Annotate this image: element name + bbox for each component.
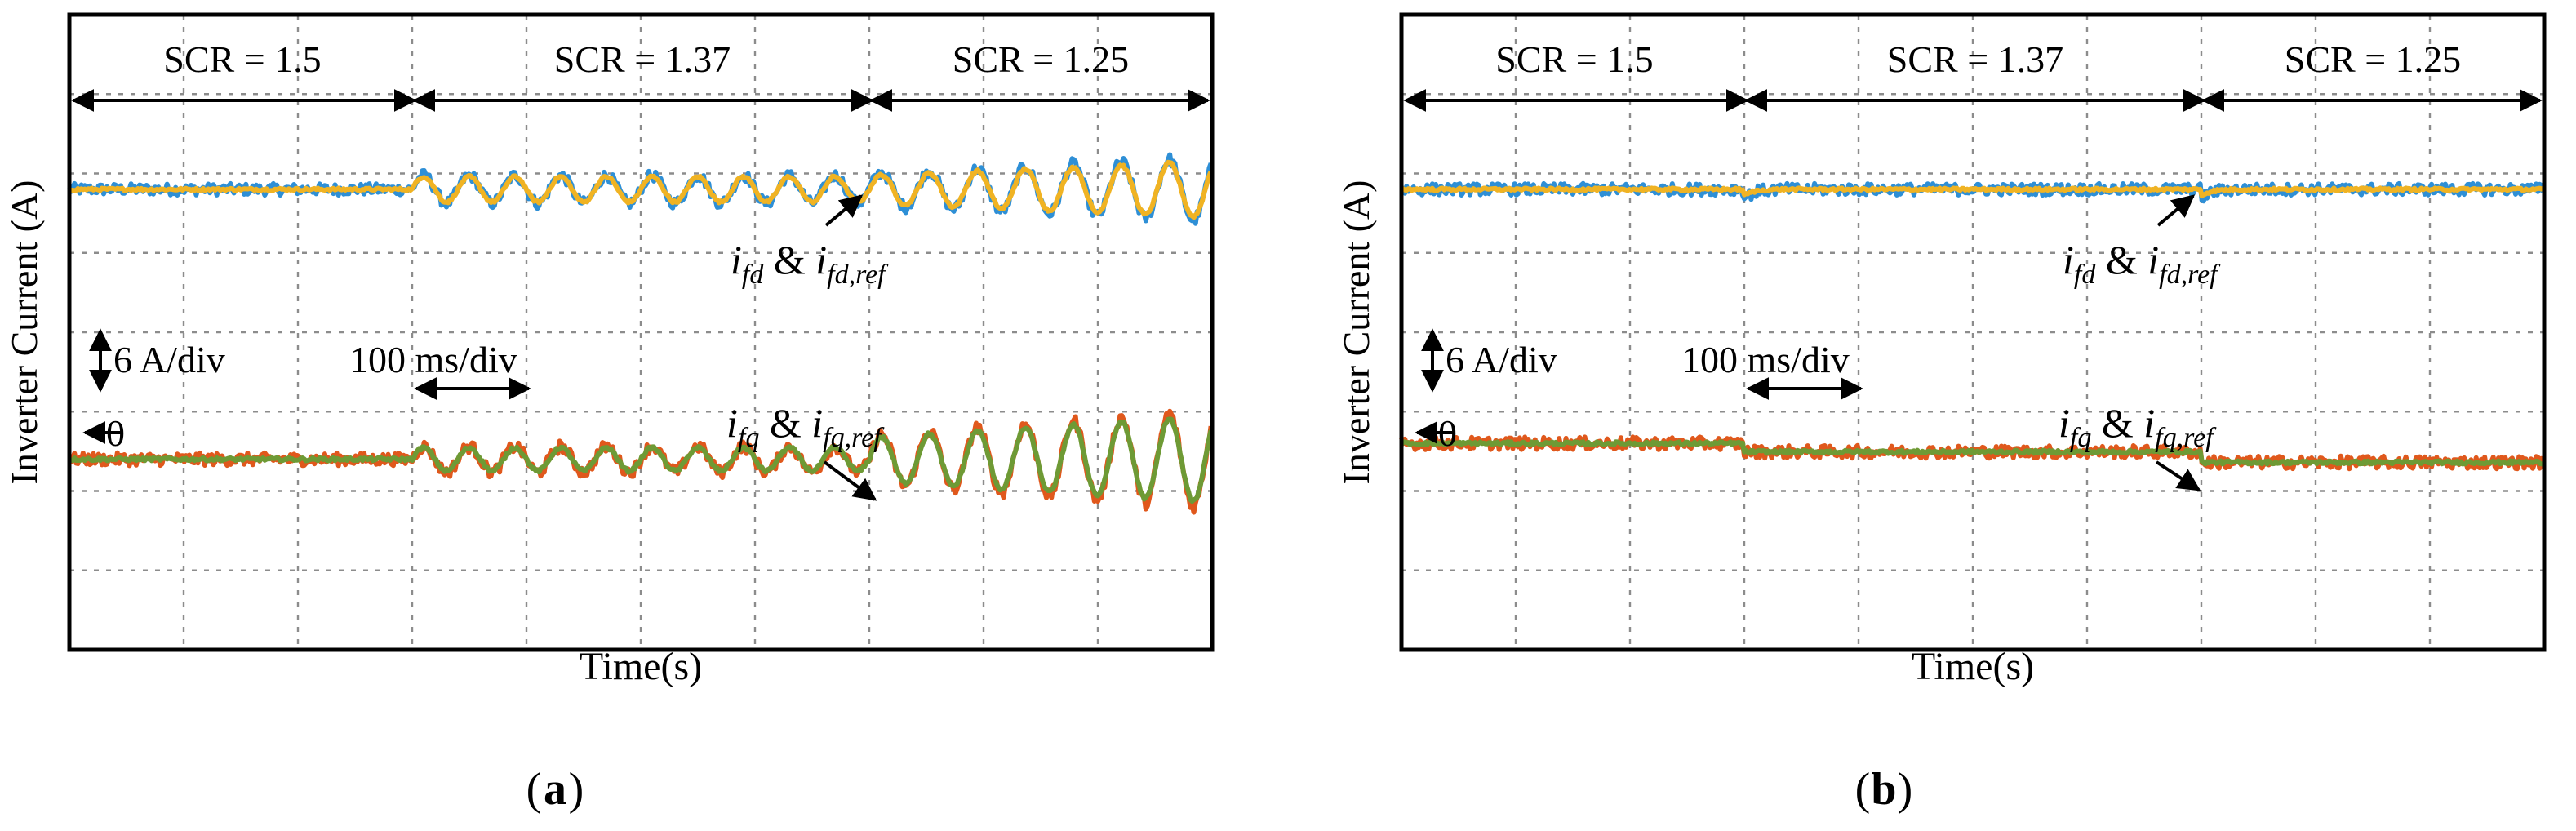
panel-a-xlabel: Time(s) bbox=[580, 645, 702, 688]
q-reference-trace bbox=[1399, 439, 2544, 467]
panel-a-annotations: ifd & ifd,ref ifq & ifq,ref bbox=[726, 194, 889, 501]
segment-label: SCR = 1.37 bbox=[554, 38, 731, 80]
panel-a-scale: 6 A/div 100 ms/div 0 bbox=[82, 328, 531, 454]
svg-text:): ) bbox=[569, 764, 584, 815]
segment-label: SCR = 1.5 bbox=[163, 38, 321, 80]
d-reference-trace bbox=[69, 159, 1214, 220]
panel-a-ylabel: Inverter Current (A) bbox=[3, 180, 45, 485]
panel-b-segments: SCR = 1.5 SCR = 1.37 SCR = 1.25 bbox=[1403, 38, 2543, 112]
panel-a-label-letter: a bbox=[544, 764, 566, 815]
panel-a-grid bbox=[69, 15, 1212, 650]
segment-label: SCR = 1.37 bbox=[1887, 38, 2063, 80]
panel-b-label: ( b ) bbox=[1855, 764, 1913, 815]
zero-marker-label: 0 bbox=[106, 412, 125, 454]
svg-text:(: ( bbox=[526, 764, 542, 815]
y-scale-label: 6 A/div bbox=[1446, 339, 1557, 380]
panel-b-xlabel: Time(s) bbox=[1912, 645, 2034, 688]
panel-a: Inverter Current (A) Time(s) ( a ) SCR =… bbox=[3, 12, 1215, 815]
panel-a-traces bbox=[67, 152, 1214, 515]
svg-text:(: ( bbox=[1855, 764, 1871, 815]
annotation-d: ifd & ifd,ref bbox=[2063, 237, 2221, 290]
annotation-d: ifd & ifd,ref bbox=[731, 237, 889, 290]
segment-label: SCR = 1.25 bbox=[2285, 38, 2461, 80]
panel-b: Inverter Current (A) Time(s) ( b ) SCR =… bbox=[1335, 12, 2547, 815]
panel-b-label-letter: b bbox=[1871, 764, 1896, 815]
panel-a-frame bbox=[67, 12, 1215, 652]
y-scale-label: 6 A/div bbox=[113, 339, 225, 380]
panel-b-ylabel: Inverter Current (A) bbox=[1335, 180, 1377, 485]
panel-b-traces bbox=[1399, 180, 2546, 472]
segment-label: SCR = 1.25 bbox=[953, 38, 1129, 80]
q-reference-trace bbox=[69, 416, 1214, 504]
d-reference-trace bbox=[1399, 185, 2544, 199]
panel-b-grid bbox=[1401, 15, 2544, 650]
panel-a-label: ( a ) bbox=[526, 764, 584, 815]
svg-text:): ) bbox=[1898, 764, 1913, 815]
panel-b-annotations: ifd & ifd,ref ifq & ifq,ref bbox=[2059, 194, 2221, 491]
panel-a-segments: SCR = 1.5 SCR = 1.37 SCR = 1.25 bbox=[71, 38, 1210, 112]
annotation-q: ifq & ifq,ref bbox=[2059, 400, 2217, 453]
annotation-q: ifq & ifq,ref bbox=[726, 400, 885, 453]
panel-b-frame bbox=[1399, 12, 2547, 652]
segment-label: SCR = 1.5 bbox=[1495, 38, 1653, 80]
x-scale-label: 100 ms/div bbox=[1681, 339, 1850, 380]
x-scale-label: 100 ms/div bbox=[349, 339, 517, 380]
zero-marker-label: 0 bbox=[1438, 412, 1457, 454]
panel-b-scale: 6 A/div 100 ms/div 0 bbox=[1415, 328, 1863, 454]
